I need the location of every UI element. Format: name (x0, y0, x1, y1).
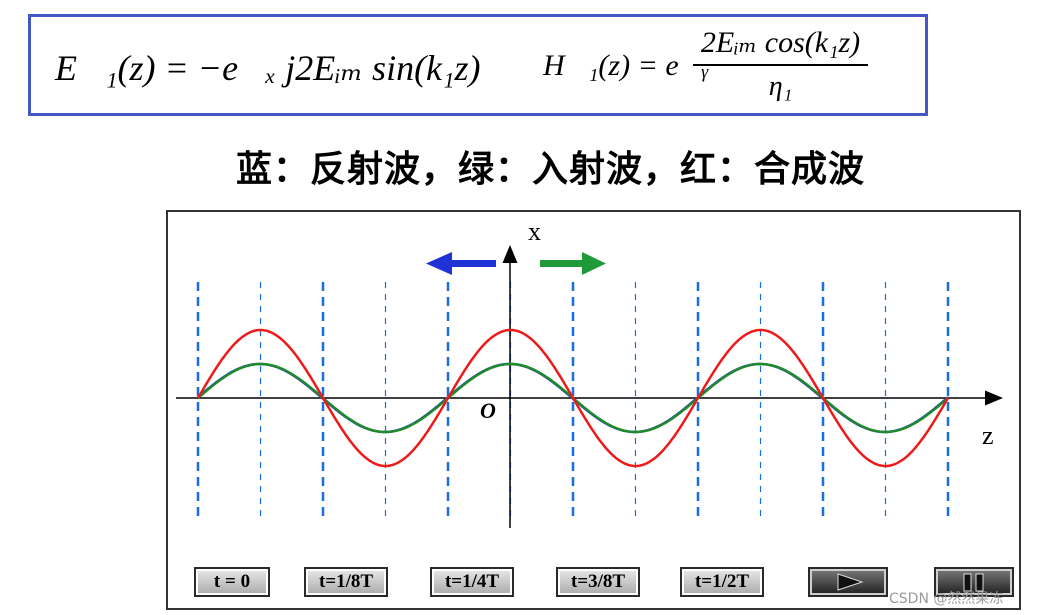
dashed-gridlines (196, 282, 950, 518)
time-button-t-half[interactable]: t=1/2T (680, 567, 764, 597)
fraction-bar (693, 64, 868, 66)
x-axis-label: x (528, 217, 541, 246)
time-button-t-three-eighths[interactable]: t=3/8T (556, 567, 640, 597)
standing-wave (196, 328, 950, 468)
pause-button[interactable] (934, 567, 1014, 597)
fraction-denominator: η₁ (768, 71, 793, 102)
incident-direction-arrow (540, 252, 606, 275)
fraction-numerator: 2Eᵢₘ cos(k₁z) (700, 26, 861, 59)
play-button[interactable] (808, 567, 888, 597)
legend-caption: 蓝：反射波，绿：入射波，红：合成波 (236, 149, 866, 190)
magnetic-field-formula-lhs: H⃗₁(z) = e⃗ᵧ (543, 49, 709, 82)
pause-icon (963, 573, 984, 592)
wave-animation-panel: x z O t = 0 t=1/8T t=1/4T t=3/8T t=1/2T (166, 210, 1021, 610)
z-axis-label: z (982, 421, 994, 450)
watermark: CSDN @然然果冻 (889, 591, 1004, 607)
time-button-t0[interactable]: t = 0 (194, 567, 270, 597)
formula-box: E⃗₁(z) = −e⃗ₓ j2Eᵢₘ sin(k₁z) H⃗₁(z) = e⃗… (28, 14, 928, 116)
reflected-direction-arrow (426, 252, 496, 275)
waves (196, 328, 950, 468)
time-button-t-eighth[interactable]: t=1/8T (304, 567, 388, 597)
origin-label: O (480, 398, 496, 423)
electric-field-formula: E⃗₁(z) = −e⃗ₓ j2Eᵢₘ sin(k₁z) (55, 48, 481, 88)
play-icon (837, 573, 864, 591)
wave-plot: x z O (176, 217, 1003, 528)
time-button-t-quarter[interactable]: t=1/4T (430, 567, 514, 597)
magnetic-field-fraction: 2Eᵢₘ cos(k₁z) η₁ (693, 25, 868, 104)
